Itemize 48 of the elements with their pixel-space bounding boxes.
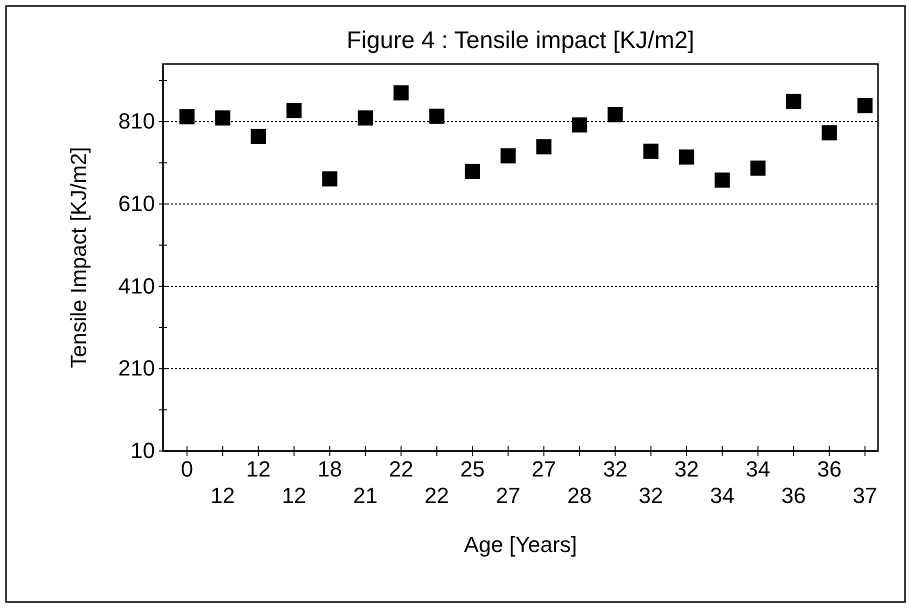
point (179, 109, 195, 124)
point (786, 94, 802, 110)
y-tick-label: 10 (130, 438, 155, 464)
x-tick-label: 36 (781, 482, 806, 508)
x-tick-label: 36 (817, 456, 842, 482)
point (429, 108, 444, 124)
x-tick-label: 0 (180, 456, 194, 482)
chart-title: Figure 4 : Tensile impact [KJ/m2] (346, 27, 694, 54)
x-tick-label: 12 (282, 482, 306, 508)
point (822, 125, 837, 140)
point (678, 149, 694, 165)
x-tick-label: 21 (353, 482, 378, 508)
point (250, 128, 266, 144)
point (215, 110, 230, 126)
x-tick-label: 28 (567, 482, 592, 508)
point (750, 160, 766, 176)
x-tick-label: 25 (460, 456, 485, 482)
y-tick-label: 610 (118, 191, 155, 216)
point (358, 110, 374, 126)
x-tick-label: 22 (424, 482, 450, 508)
point (572, 117, 588, 133)
x-tick-label: 12 (246, 456, 271, 482)
point (608, 107, 623, 122)
x-tick-label: 22 (388, 456, 414, 482)
point (464, 164, 480, 180)
point (394, 85, 409, 100)
y-axis-title: Tensile Impact [KJ/m2] (66, 146, 91, 368)
point (643, 144, 658, 159)
x-axis-title: Age [Years] (464, 532, 577, 557)
x-tick-label: 37 (852, 482, 878, 508)
x-tick-label: 32 (674, 456, 699, 482)
point (857, 98, 873, 114)
x-tick-label: 27 (532, 456, 556, 482)
x-tick-label: 34 (746, 456, 770, 482)
x-tick-label: 18 (317, 456, 342, 482)
point (536, 139, 552, 154)
x-tick-label: 12 (210, 482, 235, 508)
x-tick-label: 32 (638, 482, 664, 508)
point (500, 148, 516, 164)
x-tick-label: 34 (710, 482, 735, 508)
point (286, 102, 302, 118)
x-tick-label: 27 (496, 482, 520, 508)
point (714, 172, 730, 188)
y-tick-label: 410 (118, 273, 155, 298)
y-tick-label: 210 (118, 356, 155, 381)
point (322, 171, 338, 186)
x-tick-label: 32 (602, 456, 628, 482)
y-tick-label: 810 (118, 108, 155, 134)
